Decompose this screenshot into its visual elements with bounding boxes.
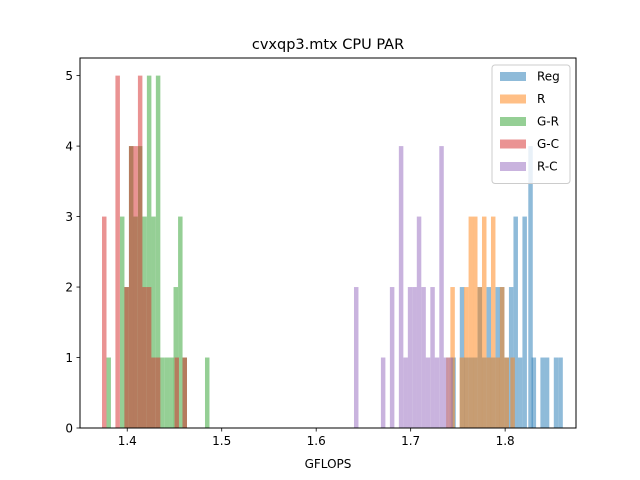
bar-reg-17	[531, 357, 537, 428]
legend-swatch-g-c	[500, 139, 526, 149]
bar-g-c-9	[155, 357, 161, 428]
x-tick-label-2: 1.6	[307, 434, 326, 448]
series-r-bars	[446, 216, 515, 428]
bar-g-c-5	[137, 75, 143, 428]
bar-r-c-13	[443, 357, 449, 428]
bar-r-11	[499, 287, 505, 428]
bar-g-c-2	[124, 287, 129, 428]
bar-r-8	[486, 357, 492, 428]
bar-g-c-1	[115, 75, 120, 428]
bar-g-c-6	[142, 287, 147, 428]
bar-reg-13	[513, 216, 518, 428]
bar-r-c-7	[416, 216, 422, 428]
bar-r-2	[459, 357, 465, 428]
bar-g-r-7	[146, 75, 152, 428]
bar-g-c-3	[128, 146, 134, 428]
bar-r-c-0	[353, 287, 359, 428]
bar-g-r-12	[169, 357, 174, 428]
bar-reg-18	[540, 357, 545, 428]
bar-g-c-7	[146, 287, 152, 428]
legend-swatch-r	[500, 94, 526, 104]
bar-r-c-4	[403, 357, 408, 428]
bar-reg-20	[553, 357, 559, 428]
bar-g-c-10	[174, 357, 179, 428]
bar-reg-14	[517, 357, 523, 428]
bar-r-4	[468, 216, 474, 428]
bars-layer	[102, 75, 563, 428]
bar-g-r-11	[164, 357, 170, 428]
bar-r-c-2	[389, 287, 395, 428]
bar-reg-19	[544, 357, 550, 428]
bar-r-3	[464, 287, 469, 428]
bar-g-c-4	[133, 146, 138, 428]
x-tick-label-4: 1.8	[496, 434, 515, 448]
x-axis: 1.4 1.5 1.6 1.7 1.8	[118, 428, 515, 448]
bar-g-c-0	[102, 216, 107, 428]
chart-title: cvxqp3.mtx CPU PAR	[252, 37, 404, 53]
bar-r-12	[504, 357, 509, 428]
legend-label-reg: Reg	[537, 70, 560, 84]
legend: Reg R G-R G-C R-C	[491, 64, 571, 184]
bar-g-r-16	[204, 357, 210, 428]
bar-g-r-9	[155, 75, 161, 428]
bar-r-10	[495, 357, 500, 428]
legend-swatch-reg	[500, 72, 526, 81]
bar-g-r-10	[160, 357, 165, 428]
bar-r-c-3	[398, 146, 404, 428]
bar-r-5	[473, 216, 478, 428]
x-axis-label: GFLOPS	[305, 457, 352, 471]
y-tick-label-4: 4	[65, 139, 73, 153]
bar-g-r-8	[151, 216, 156, 428]
legend-swatch-g-r	[500, 117, 526, 126]
bar-g-c-8	[151, 357, 156, 428]
bar-g-r-1	[119, 216, 125, 428]
bar-r-c-10	[430, 287, 435, 428]
bar-g-r-14	[178, 216, 183, 428]
bar-g-r-0	[106, 357, 111, 428]
bar-r-c-8	[421, 287, 426, 428]
y-tick-label-0: 0	[65, 421, 73, 435]
bar-r-9	[490, 216, 496, 428]
bar-reg-21	[558, 357, 563, 428]
legend-label-r-c: R-C	[537, 160, 558, 174]
bar-reg-16	[528, 146, 533, 428]
bar-r-c-9	[425, 357, 431, 428]
bar-r-13	[510, 357, 515, 428]
plot-area-frame	[79, 57, 577, 429]
bar-r-c-11	[434, 357, 440, 428]
series-g-c-bars	[102, 75, 187, 428]
bar-r-c-12	[439, 146, 444, 428]
bar-r-6	[477, 287, 483, 428]
y-tick-label-5: 5	[65, 69, 73, 83]
y-tick-label-2: 2	[65, 280, 73, 294]
x-tick-label-3: 1.7	[401, 434, 420, 448]
y-axis: 0 1 2 3 4 5	[65, 69, 80, 435]
bar-r-7	[481, 216, 487, 428]
legend-label-g-c: G-C	[537, 137, 559, 151]
y-tick-label-3: 3	[65, 210, 73, 224]
x-tick-label-0: 1.4	[118, 434, 137, 448]
x-tick-label-1: 1.5	[212, 434, 231, 448]
legend-swatch-r-c	[500, 162, 526, 171]
bar-r-c-5	[407, 287, 413, 428]
legend-label-r: R	[537, 92, 545, 106]
bar-g-c-11	[182, 357, 187, 428]
y-tick-label-1: 1	[65, 351, 73, 365]
legend-label-g-r: G-R	[537, 115, 559, 129]
series-r-c-bars	[353, 146, 453, 428]
bar-r-c-6	[412, 287, 417, 428]
bar-reg-15	[522, 216, 527, 428]
bar-r-c-1	[380, 357, 386, 428]
bar-r-c-14	[448, 357, 453, 428]
